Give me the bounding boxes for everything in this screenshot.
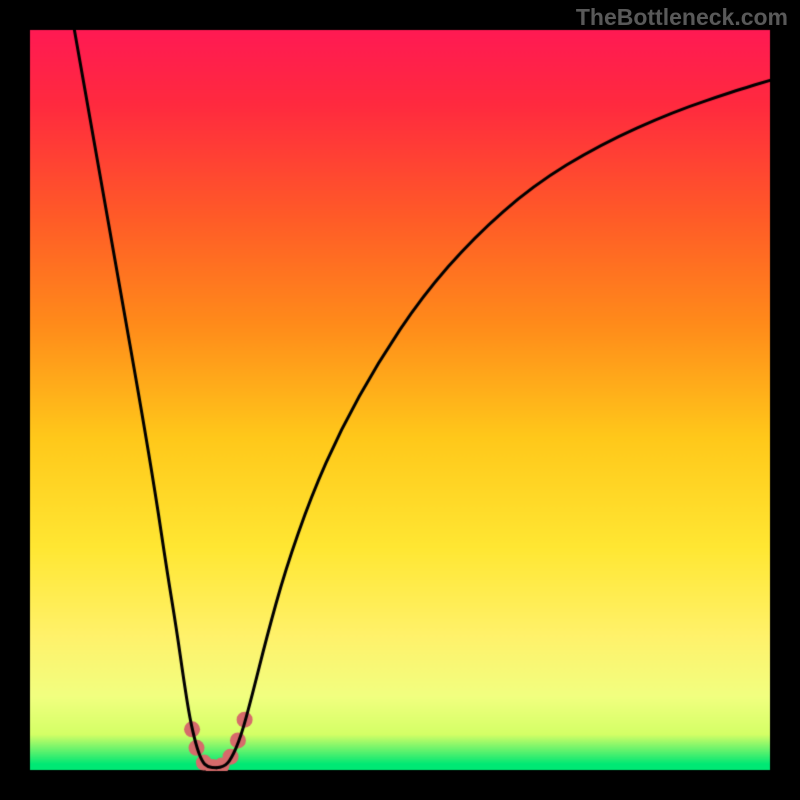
chart-stage: TheBottleneck.com — [0, 0, 800, 800]
bottleneck-curve-canvas — [0, 0, 800, 800]
